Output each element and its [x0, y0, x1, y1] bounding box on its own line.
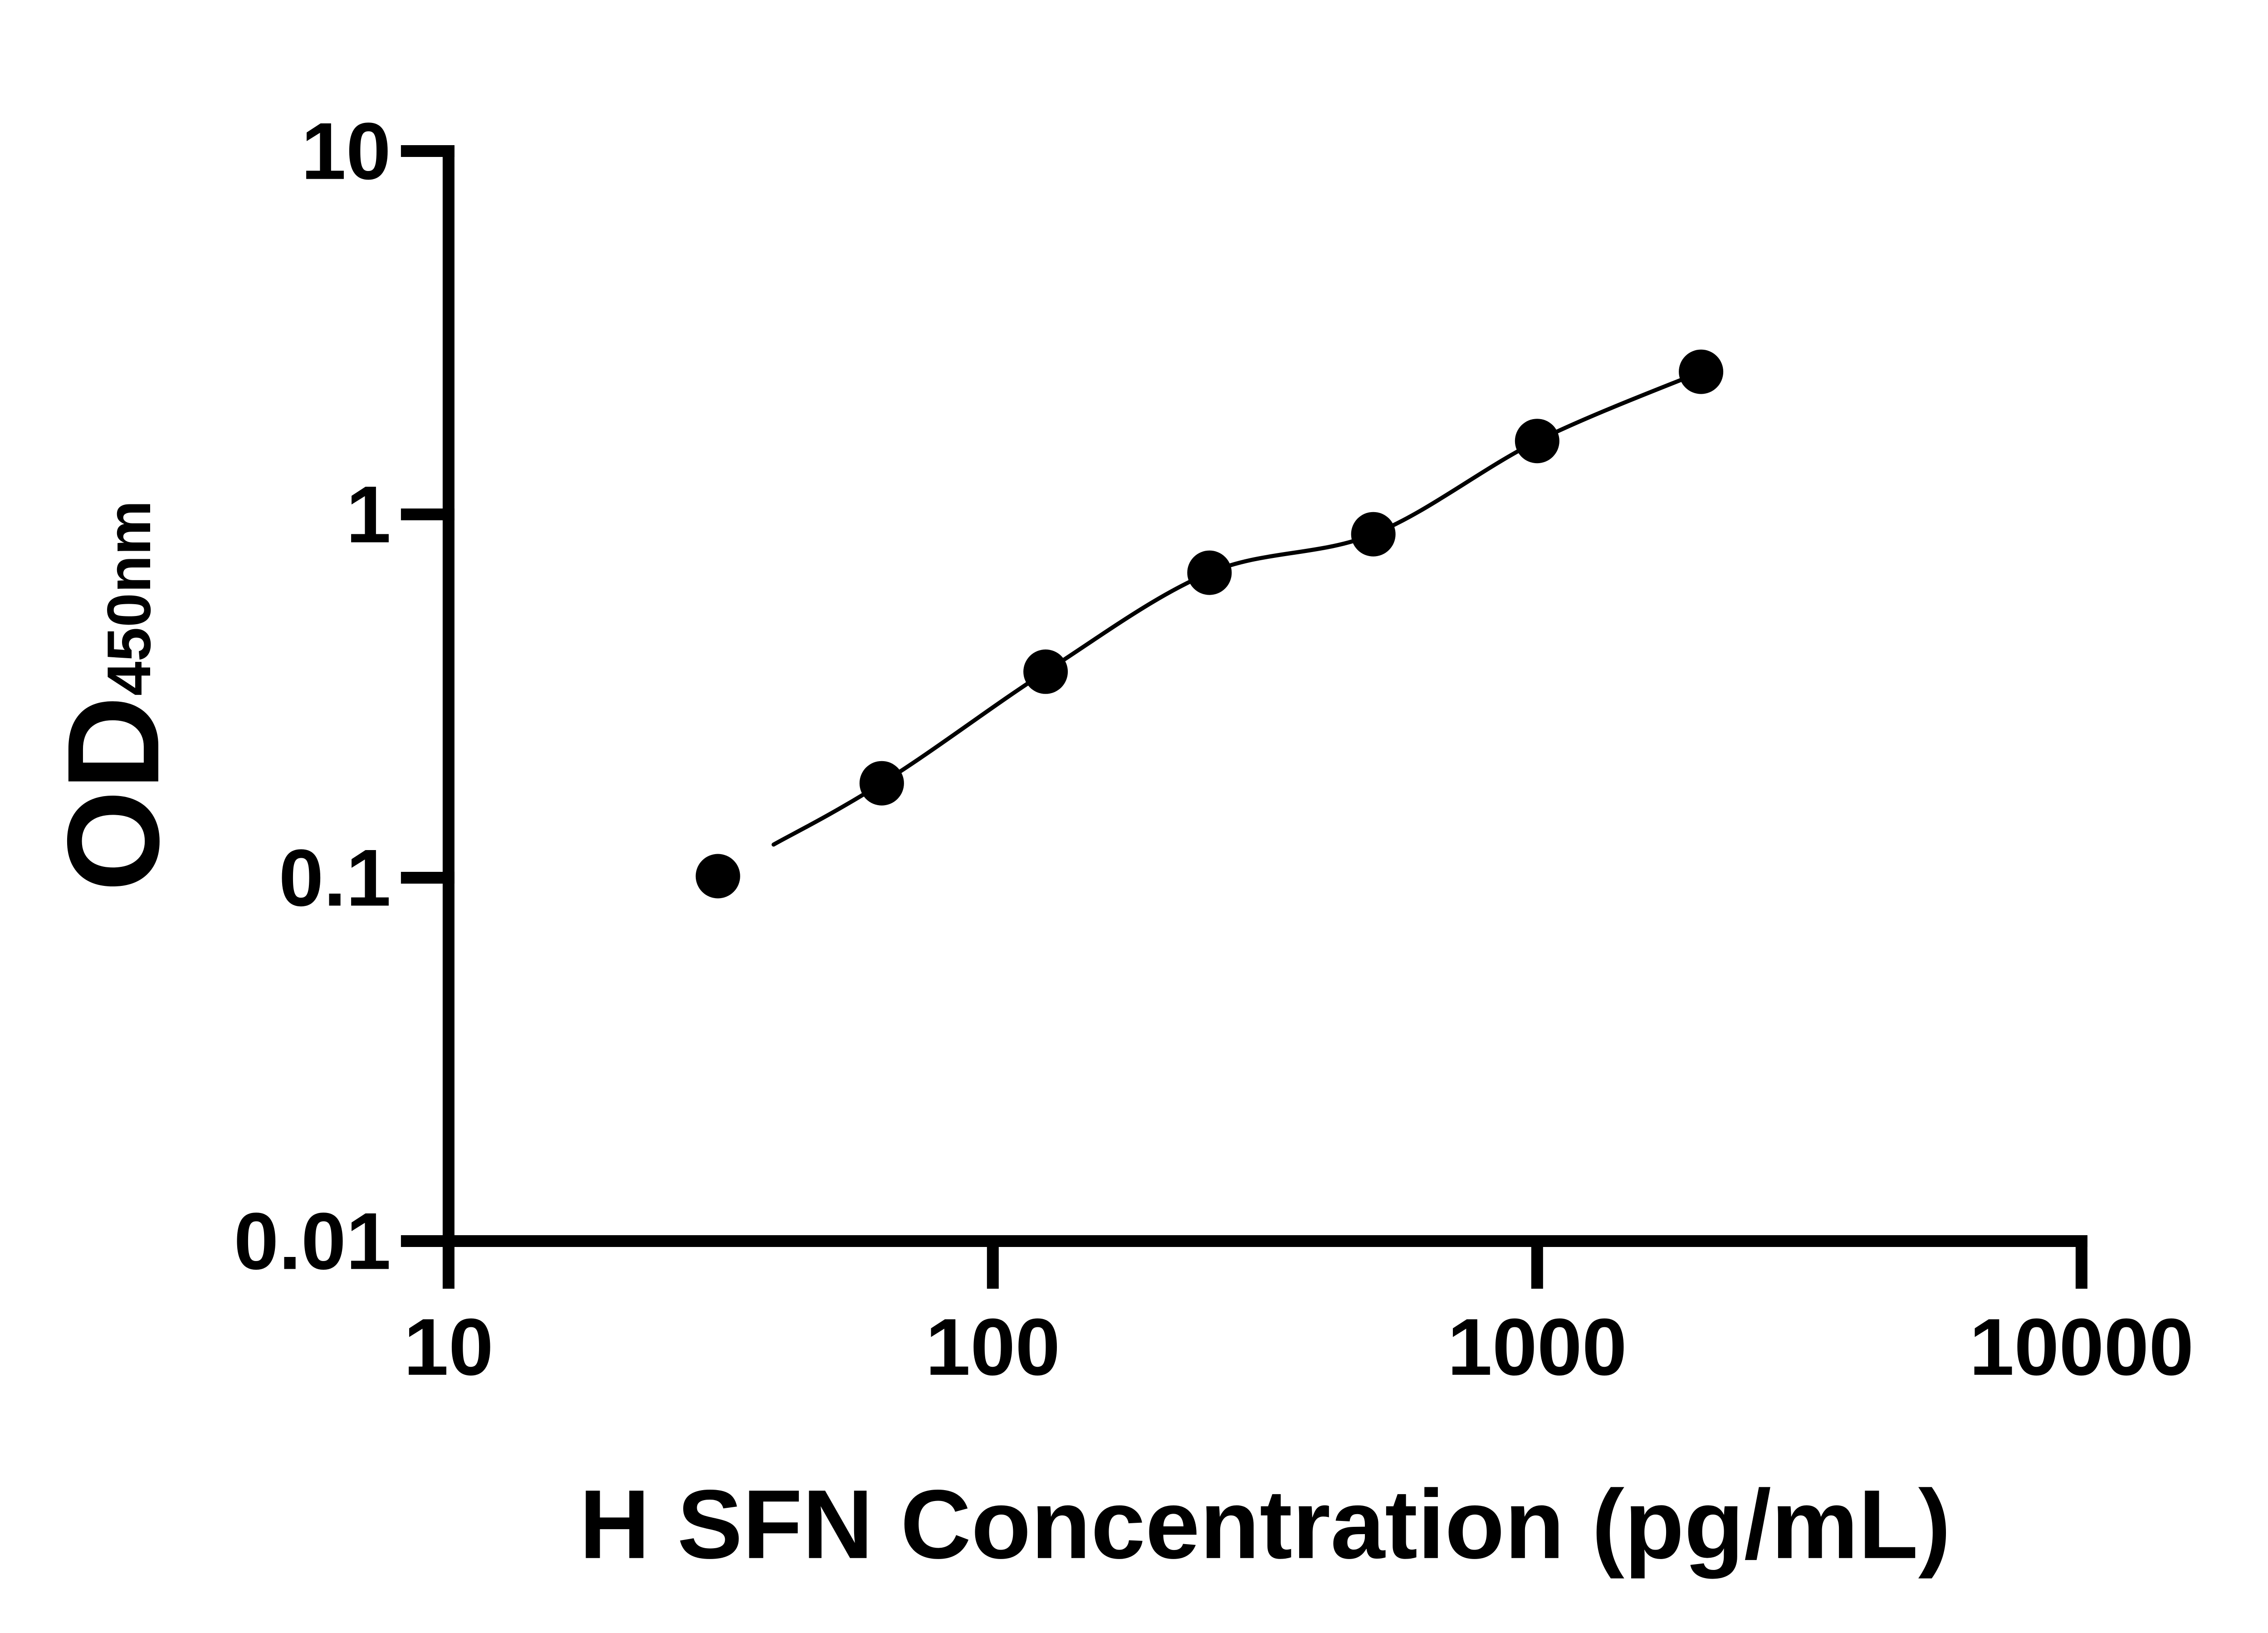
svg-text:1: 1	[346, 469, 391, 560]
svg-text:1000: 1000	[1447, 1302, 1627, 1392]
svg-text:10: 10	[301, 106, 391, 196]
svg-text:10000: 10000	[1969, 1302, 2194, 1392]
svg-text:10: 10	[404, 1302, 494, 1392]
svg-text:OD450nm: OD450nm	[40, 500, 186, 892]
svg-text:100: 100	[925, 1302, 1060, 1392]
svg-text:H SFN Concentration (pg/mL): H SFN Concentration (pg/mL)	[579, 1469, 1951, 1579]
svg-text:0.1: 0.1	[279, 833, 391, 923]
svg-text:0.01: 0.01	[234, 1196, 391, 1286]
